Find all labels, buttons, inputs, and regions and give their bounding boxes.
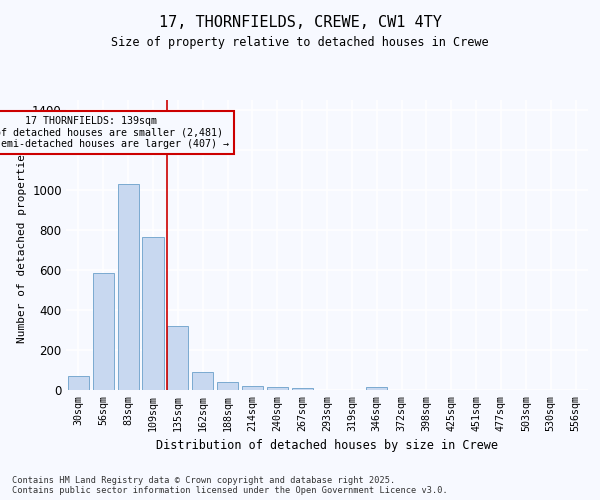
Bar bbox=[292, 388, 313, 390]
Bar bbox=[242, 386, 263, 390]
Text: Contains HM Land Registry data © Crown copyright and database right 2025.
Contai: Contains HM Land Registry data © Crown c… bbox=[12, 476, 448, 495]
Y-axis label: Number of detached properties: Number of detached properties bbox=[17, 147, 26, 343]
Bar bbox=[366, 387, 387, 390]
Bar bbox=[217, 382, 238, 390]
Bar bbox=[167, 326, 188, 390]
Text: 17, THORNFIELDS, CREWE, CW1 4TY: 17, THORNFIELDS, CREWE, CW1 4TY bbox=[158, 15, 442, 30]
Bar bbox=[118, 184, 139, 390]
X-axis label: Distribution of detached houses by size in Crewe: Distribution of detached houses by size … bbox=[156, 439, 498, 452]
Text: Size of property relative to detached houses in Crewe: Size of property relative to detached ho… bbox=[111, 36, 489, 49]
Bar bbox=[192, 372, 213, 390]
Bar bbox=[68, 376, 89, 390]
Bar bbox=[267, 388, 288, 390]
Bar bbox=[93, 273, 114, 390]
Text: 17 THORNFIELDS: 139sqm
← 85% of detached houses are smaller (2,481)
14% of semi-: 17 THORNFIELDS: 139sqm ← 85% of detached… bbox=[0, 116, 229, 149]
Bar bbox=[142, 237, 164, 390]
